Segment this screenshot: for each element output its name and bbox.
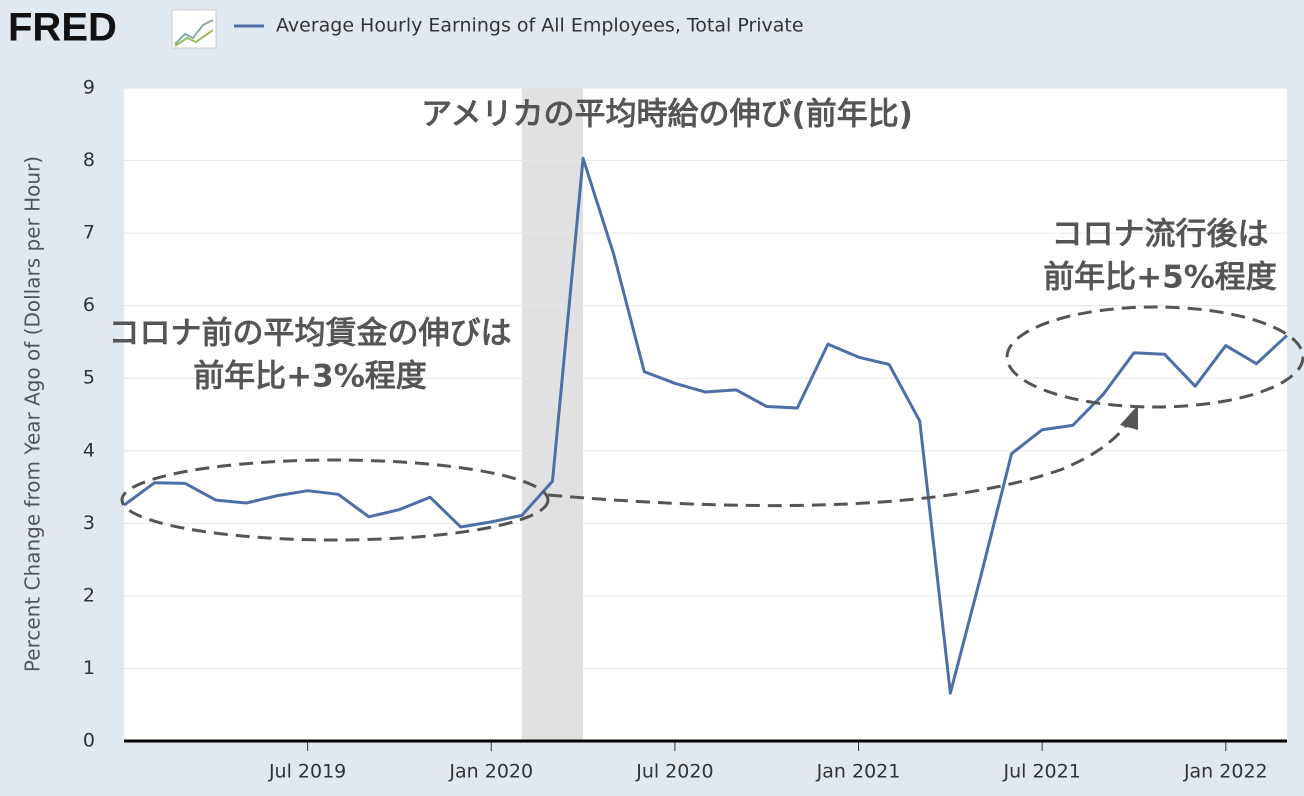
x-tick-label: Jan 2020: [448, 761, 533, 783]
y-tick-label: 7: [83, 222, 95, 244]
y-tick-label: 1: [83, 657, 95, 679]
ellipse-annotation: [120, 458, 550, 542]
y-tick-label: 5: [83, 367, 95, 389]
y-tick-label: 8: [83, 149, 95, 171]
x-tick-label: Jul 2020: [635, 761, 713, 783]
x-tick-label: Jul 2021: [1002, 761, 1080, 783]
recession-band: [521, 88, 584, 741]
annotation: コロナ前の平均賃金の伸びは: [109, 316, 512, 352]
legend-label: Average Hourly Earnings of All Employees…: [276, 15, 804, 37]
annotation: コロナ流行後は: [1052, 217, 1269, 253]
x-tick-label: Jul 2019: [268, 761, 346, 783]
y-tick-label: 3: [83, 512, 95, 534]
x-tick-label: Jan 2021: [816, 761, 901, 783]
annotation: 前年比+3%程度: [193, 359, 427, 395]
y-axis-label: Percent Change from Year Ago of (Dollars…: [21, 156, 45, 672]
arrow-head: [1120, 405, 1138, 430]
logo: FRED: [8, 6, 117, 50]
arrow-line: [547, 419, 1132, 508]
data-line: [123, 156, 1289, 695]
y-tick-label: 9: [83, 77, 95, 99]
annotation: 前年比+5%程度: [1043, 260, 1277, 296]
ellipse-annotation: [1005, 305, 1304, 409]
x-tick-label: Jan 2022: [1183, 761, 1268, 783]
y-tick-label: 4: [83, 439, 95, 461]
y-tick-label: 2: [83, 584, 95, 606]
chart-title: アメリカの平均時給の伸び(前年比): [421, 97, 913, 133]
y-tick-label: 0: [83, 730, 95, 752]
y-tick-label: 6: [83, 294, 95, 316]
logo-icon: [171, 9, 217, 49]
plot-area: [124, 88, 1287, 741]
